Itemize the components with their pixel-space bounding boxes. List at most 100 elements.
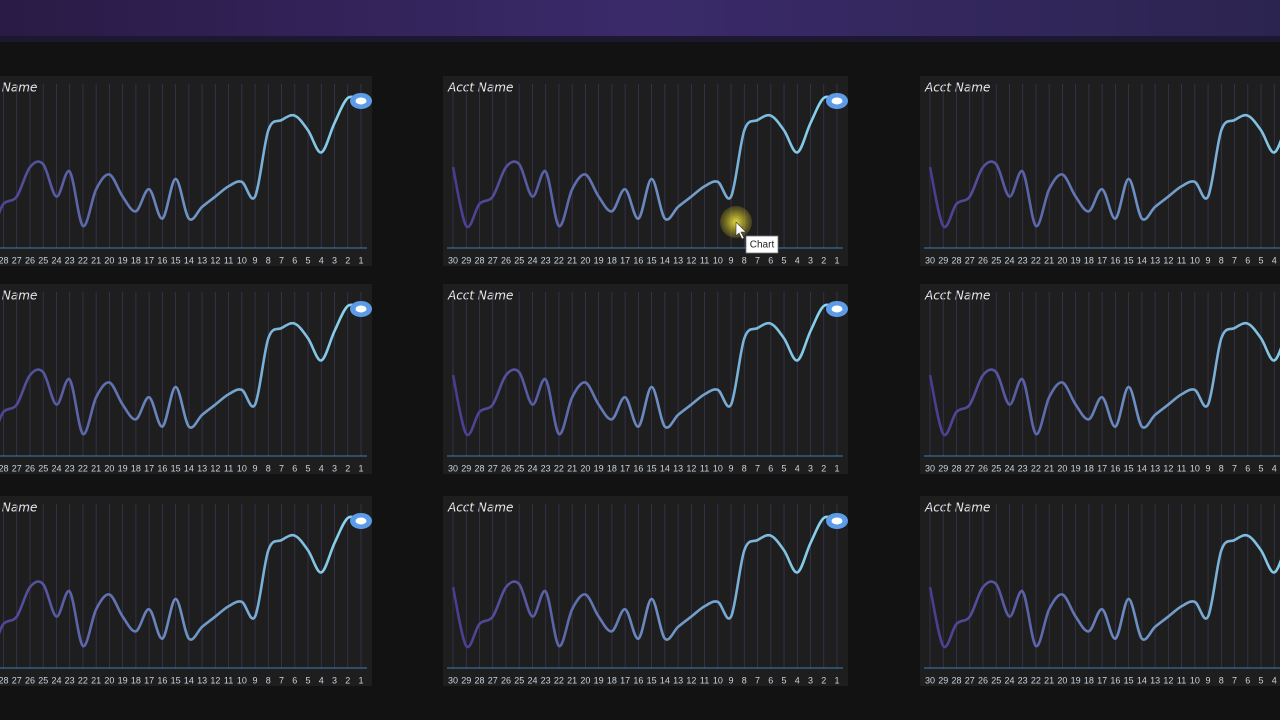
x-tick-label: 24 [51,255,61,265]
x-tick-label: 15 [171,255,181,265]
x-tick-label: 3 [332,463,337,473]
x-tick-label: 7 [1232,675,1237,685]
x-tick-label: 14 [1137,675,1147,685]
x-tick-label: 2 [345,463,350,473]
x-tick-label: 26 [501,463,511,473]
x-tick-label: 10 [713,255,723,265]
x-tick-label: 3 [332,675,337,685]
x-tick-label: 18 [607,255,617,265]
x-tick-label: 10 [713,463,723,473]
x-tick-label: 12 [210,255,220,265]
x-tick-label: 29 [461,675,471,685]
x-tick-label: 22 [78,675,88,685]
x-tick-label: 10 [237,675,247,685]
x-tick-label: 4 [1272,675,1277,685]
x-tick-label: 6 [292,675,297,685]
x-tick-label: 10 [1190,255,1200,265]
sparkline [451,515,838,649]
x-tick-label: 14 [660,675,670,685]
chart-panel [443,284,848,474]
x-tick-label: 25 [991,463,1001,473]
x-tick-label: 30 [448,675,458,685]
x-tick-label: 24 [1004,463,1014,473]
x-tick-label: 12 [1163,463,1173,473]
x-tick-label: 28 [474,675,484,685]
x-tick-label: 1 [834,463,839,473]
chart-panel [0,76,372,266]
x-tick-label: 19 [118,675,128,685]
x-tick-label: 8 [742,255,747,265]
x-tick-label: 21 [1044,255,1054,265]
x-tick-label: 20 [1057,463,1067,473]
x-tick-label: 5 [782,463,787,473]
x-tick-label: 18 [607,675,617,685]
x-tick-label: 7 [1232,463,1237,473]
x-tick-label: 23 [65,675,75,685]
x-tick-label: 12 [686,255,696,265]
x-tick-label: 27 [488,675,498,685]
x-tick-label: 21 [1044,675,1054,685]
x-tick-label: 6 [768,255,773,265]
last-point-marker-inner [831,305,843,313]
x-tick-label: 3 [808,255,813,265]
x-tick-label: 28 [474,255,484,265]
x-tick-label: 4 [1272,255,1277,265]
last-point-marker-inner [355,305,367,313]
x-tick-label: 28 [951,463,961,473]
x-tick-label: 5 [1259,675,1264,685]
x-tick-label: 13 [673,463,683,473]
x-tick-label: 5 [1259,255,1264,265]
x-tick-label: 22 [78,463,88,473]
x-tick-label: 24 [527,463,537,473]
x-tick-label: 12 [1163,675,1173,685]
x-tick-label: 5 [1259,463,1264,473]
x-tick-label: 5 [306,463,311,473]
x-tick-label: 20 [104,255,114,265]
x-tick-label: 27 [965,675,975,685]
x-tick-label: 13 [1150,675,1160,685]
x-tick-label: 3 [808,463,813,473]
x-tick-label: 22 [78,255,88,265]
x-tick-label: 14 [660,463,670,473]
x-tick-label: 7 [1232,255,1237,265]
chart-panel [0,284,372,474]
x-tick-label: 4 [319,675,324,685]
x-tick-label: 20 [580,675,590,685]
x-tick-label: 4 [795,255,800,265]
x-tick-label: 19 [118,463,128,473]
chart-title: Acct Name [924,81,990,95]
x-tick-label: 14 [184,675,194,685]
x-tick-label: 8 [1219,463,1224,473]
x-tick-label: 1 [358,463,363,473]
x-tick-label: 28 [474,463,484,473]
x-tick-label: 21 [567,463,577,473]
x-tick-label: 25 [991,255,1001,265]
x-tick-label: 5 [306,255,311,265]
header-shadow [0,36,1280,42]
x-tick-label: 6 [1245,255,1250,265]
x-tick-label: 1 [834,675,839,685]
x-tick-label: 24 [1004,675,1014,685]
x-tick-label: 21 [567,255,577,265]
x-tick-label: 12 [1163,255,1173,265]
chart-title: Acct Name [924,289,990,303]
x-tick-label: 27 [965,463,975,473]
chart-panel [920,284,1280,474]
x-tick-label: 4 [795,675,800,685]
x-tick-label: 18 [1084,255,1094,265]
x-tick-label: 17 [144,675,154,685]
chart-title: Acct Name [447,289,513,303]
x-tick-label: 2 [821,675,826,685]
tooltip-box [745,235,779,254]
x-tick-label: 10 [1190,463,1200,473]
x-tick-label: 24 [51,675,61,685]
x-tick-label: 22 [1031,255,1041,265]
chart-title: Acct Name [0,289,37,303]
x-tick-label: 10 [713,675,723,685]
x-tick-label: 1 [358,255,363,265]
x-tick-label: 14 [1137,463,1147,473]
x-tick-label: 11 [224,255,233,265]
x-tick-label: 20 [104,463,114,473]
